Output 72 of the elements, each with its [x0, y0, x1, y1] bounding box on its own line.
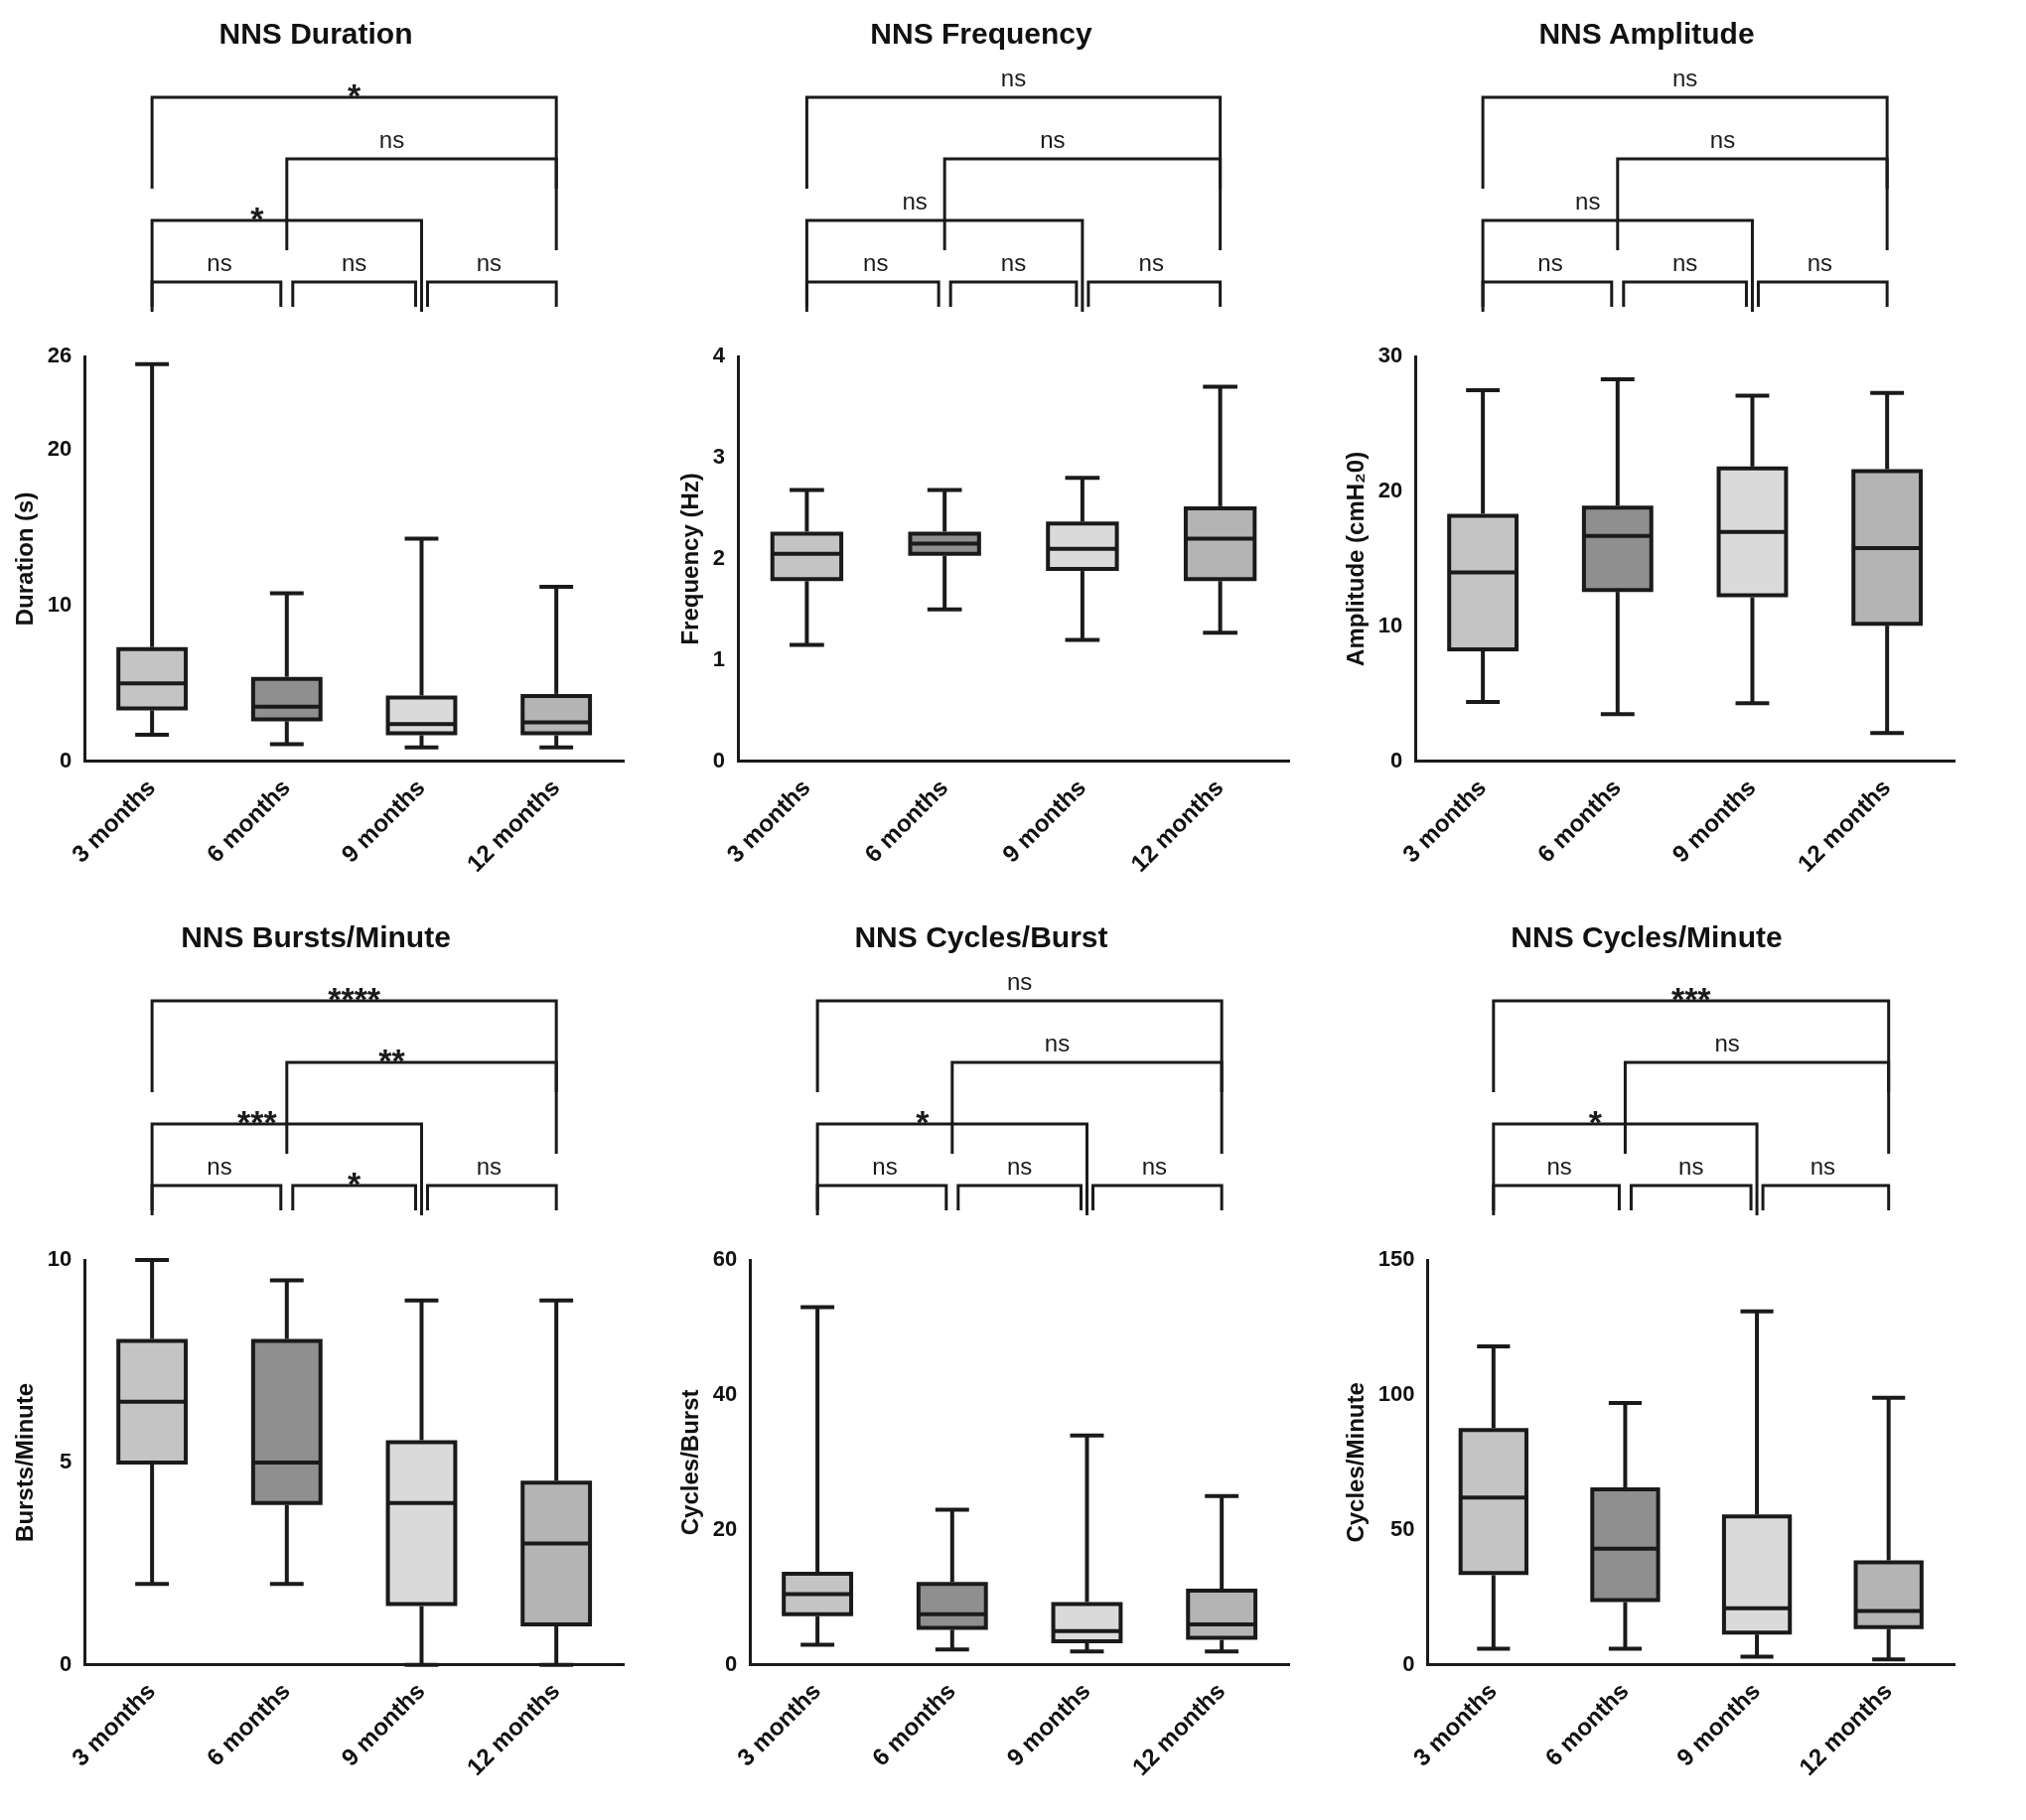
text: ns	[1809, 1152, 1836, 1180]
text: ns	[1709, 125, 1736, 153]
y-axis-title: Bursts/Minute	[11, 1382, 39, 1542]
y-tick-label: 10	[1377, 612, 1403, 637]
chart-title: NNS Frequency	[870, 17, 1093, 51]
y-tick-label: 2	[712, 544, 726, 570]
chart-title: NNS Duration	[218, 17, 413, 51]
y-tick-label: 20	[712, 1515, 738, 1541]
y-axis-title: Amplitude (cmH₂0)	[1342, 451, 1370, 666]
text: *	[348, 1165, 362, 1203]
chart-title: NNS Amplitude	[1538, 17, 1755, 51]
text: ns	[902, 187, 928, 214]
text: *	[348, 76, 362, 115]
text: *	[916, 1103, 931, 1142]
y-tick-label: 0	[1402, 1650, 1415, 1676]
y-tick-label: 0	[1390, 747, 1403, 772]
text: *	[250, 200, 265, 238]
y-tick-label: 0	[712, 747, 726, 772]
text: ns	[1006, 1152, 1033, 1180]
y-tick-label: 60	[712, 1246, 738, 1272]
text: ns	[207, 248, 232, 276]
text: ns	[476, 1152, 502, 1180]
text: ns	[1671, 248, 1698, 276]
text: ns	[207, 1152, 232, 1180]
y-axis-title: Cycles/Minute	[1342, 1382, 1370, 1543]
chart-title: NNS Cycles/Burst	[854, 920, 1108, 954]
text: ns	[1044, 1029, 1071, 1056]
text: ****	[328, 980, 381, 1019]
y-axis-title: Duration (s)	[11, 491, 39, 627]
text: ns	[476, 248, 502, 276]
chart-title: NNS Cycles/Minute	[1511, 920, 1783, 954]
y-tick-label: 0	[60, 747, 72, 772]
y-tick-label: 100	[1377, 1380, 1415, 1406]
y-tick-label: 20	[47, 436, 72, 462]
y-axis-title: Cycles/Burst	[676, 1389, 704, 1536]
text: ***	[1670, 980, 1712, 1019]
y-tick-label: 10	[47, 1246, 72, 1272]
y-tick-label: 26	[47, 343, 72, 368]
text: ns	[1141, 1152, 1167, 1180]
y-tick-label: 5	[60, 1448, 72, 1473]
y-tick-label: 50	[1390, 1515, 1415, 1541]
y-tick-label: 4	[712, 343, 726, 368]
text: ns	[1575, 187, 1601, 214]
text: ns	[341, 248, 367, 276]
text: *	[1588, 1103, 1603, 1142]
y-tick-label: 40	[712, 1380, 738, 1406]
text: ns	[1040, 125, 1066, 153]
text: ns	[1537, 248, 1563, 276]
text: ns	[1714, 1029, 1740, 1056]
text: ns	[1807, 248, 1832, 276]
text: ns	[1671, 64, 1698, 91]
text: ns	[1138, 248, 1164, 276]
text: **	[378, 1042, 406, 1080]
y-axis-title: Frequency (Hz)	[676, 473, 704, 645]
y-tick-label: 1	[712, 645, 726, 671]
y-tick-label: 0	[725, 1650, 738, 1676]
text: ***	[236, 1103, 278, 1142]
y-tick-label: 0	[60, 1650, 72, 1676]
text: ns	[1678, 1152, 1704, 1180]
text: ns	[378, 125, 405, 153]
text: ns	[872, 1152, 898, 1180]
y-tick-label: 30	[1377, 343, 1403, 368]
chart-title: NNS Bursts/Minute	[181, 920, 451, 954]
text: ns	[1546, 1152, 1572, 1180]
text: ns	[1000, 64, 1027, 91]
text: ns	[1006, 967, 1033, 995]
y-tick-label: 150	[1377, 1246, 1415, 1272]
y-tick-label: 10	[47, 592, 72, 617]
y-tick-label: 3	[712, 444, 726, 469]
text: ns	[863, 248, 889, 276]
text: ns	[1000, 248, 1027, 276]
y-tick-label: 20	[1377, 477, 1403, 502]
